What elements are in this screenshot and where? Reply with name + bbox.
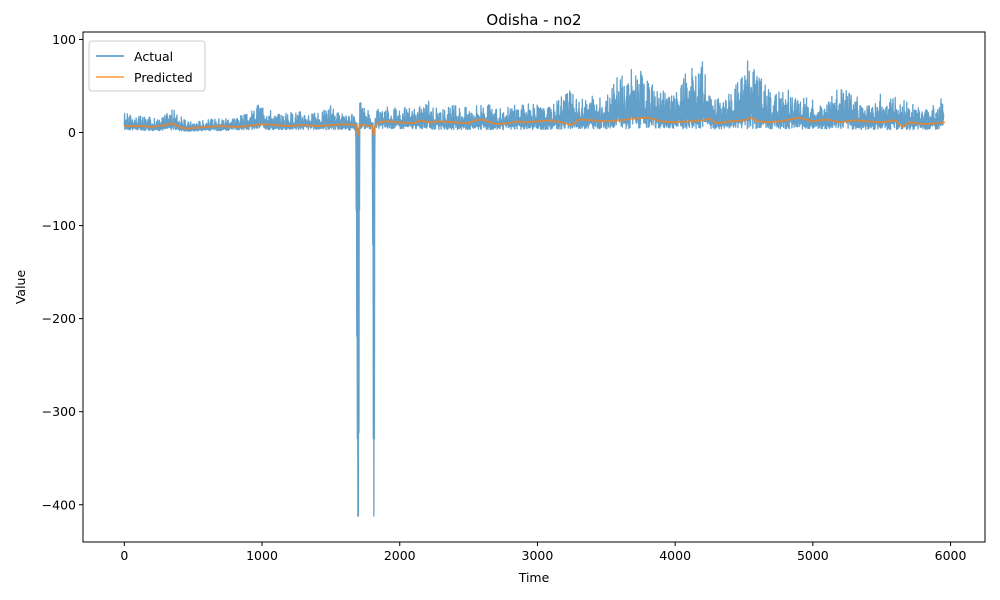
x-tick-label: 4000: [659, 548, 691, 563]
y-tick-label: 100: [52, 32, 76, 47]
x-tick-label: 1000: [246, 548, 278, 563]
x-axis-ticks: 0 1000 2000 3000 4000 5000 6000: [120, 542, 967, 563]
x-tick-label: 3000: [522, 548, 554, 563]
y-tick-label: −100: [42, 218, 76, 233]
y-tick-label: −400: [42, 497, 76, 512]
x-axis-title: Time: [518, 570, 550, 585]
actual-series: [123, 60, 945, 517]
predicted-series: [124, 116, 946, 137]
y-tick-label: −200: [42, 311, 76, 326]
y-tick-label: 0: [68, 125, 76, 140]
legend-predicted-label: Predicted: [134, 70, 193, 85]
actual-line: [123, 60, 945, 517]
legend-box: [88, 40, 206, 92]
y-tick-label: −300: [42, 404, 76, 419]
chart-title: Odisha - no2: [486, 11, 581, 29]
legend: Actual Predicted: [88, 40, 206, 92]
plot-frame: [82, 31, 986, 543]
legend-actual-label: Actual: [134, 49, 173, 64]
x-tick-label: 5000: [797, 548, 829, 563]
x-tick-label: 2000: [384, 548, 416, 563]
x-tick-label: 0: [120, 548, 128, 563]
x-tick-label: 6000: [935, 548, 967, 563]
predicted-line: [124, 116, 946, 137]
y-axis-title: Value: [13, 270, 28, 305]
y-axis-ticks: 100 0 −100 −200 −300 −400: [42, 32, 83, 512]
